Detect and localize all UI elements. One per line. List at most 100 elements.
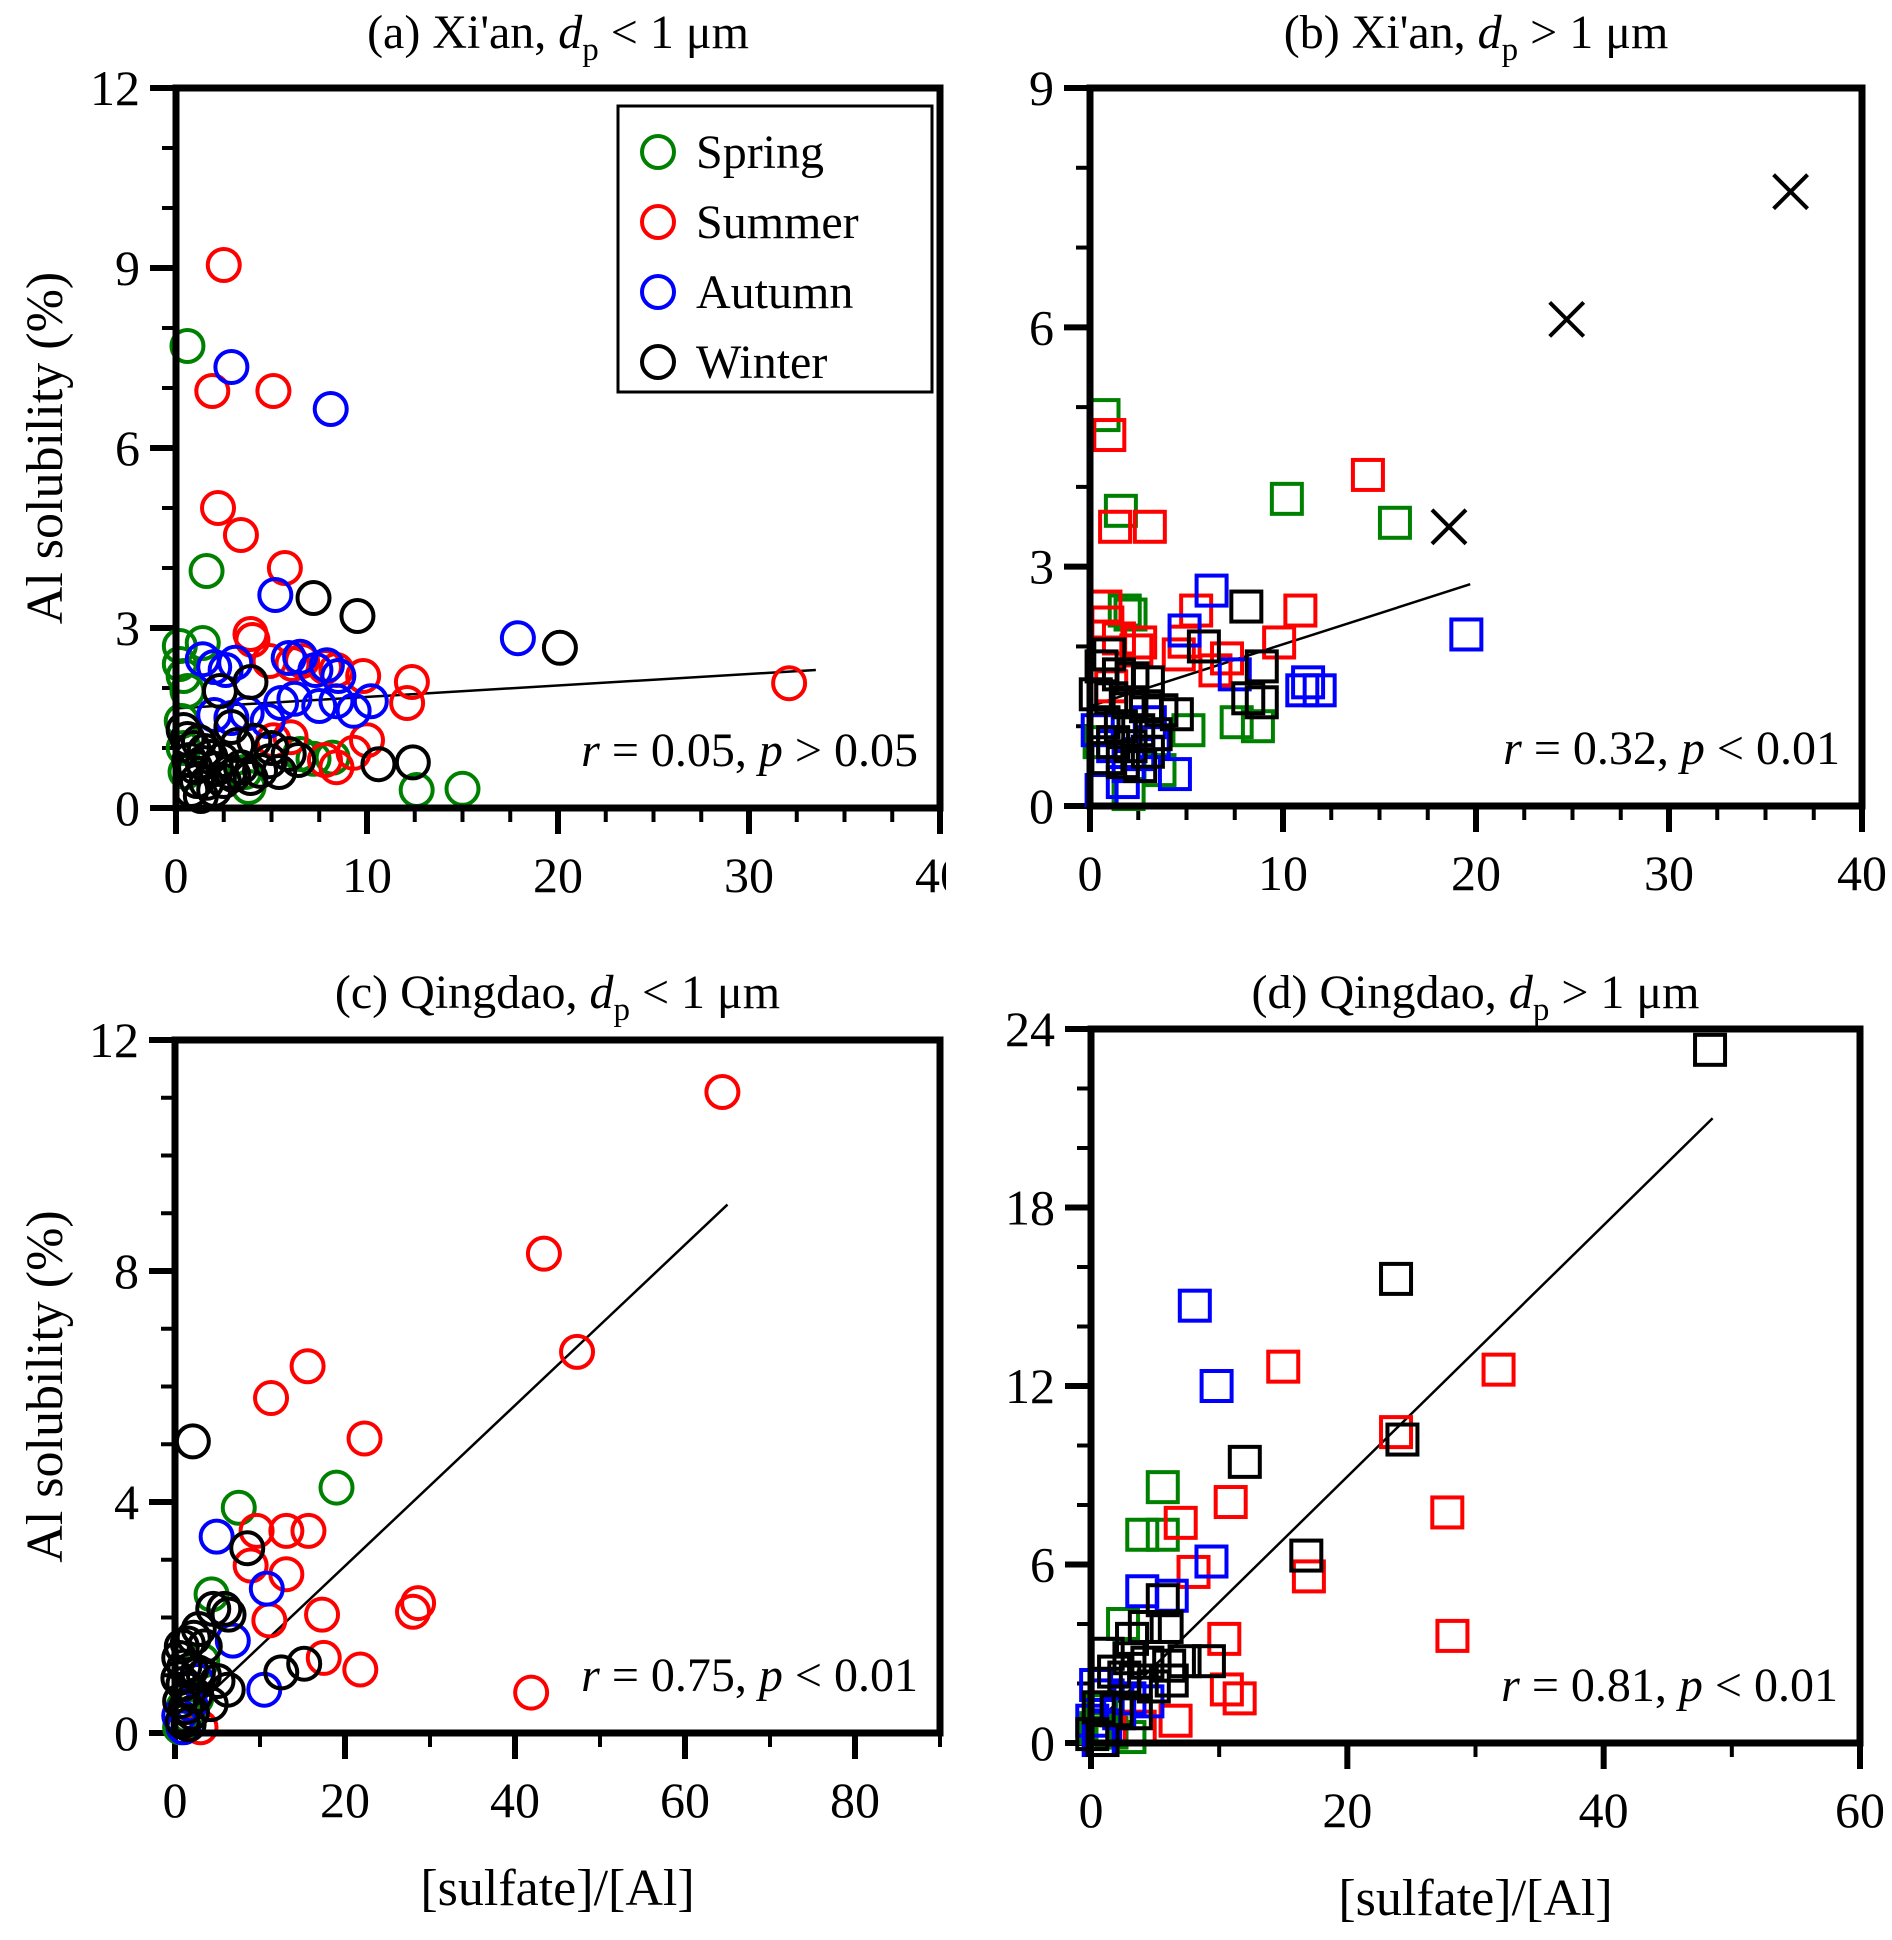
data-point-summer: [305, 1639, 342, 1676]
data-point-winter: [1118, 1696, 1153, 1731]
data-point-summer: [1379, 1415, 1414, 1450]
data-point-autumn: [1157, 757, 1192, 792]
data-point-spring: [1113, 597, 1148, 632]
y-tick-label: 0: [115, 780, 140, 836]
legend-marker-autumn: [640, 274, 676, 310]
legend-label: Summer: [696, 196, 859, 249]
y-tick-label: 4: [114, 1474, 139, 1530]
data-point-summer: [349, 722, 385, 759]
data-point-winter: [261, 754, 298, 790]
data-point-winter: [1154, 1663, 1189, 1698]
data-point-winter: [360, 746, 397, 783]
x-tick-label: 40: [1579, 1782, 1629, 1838]
series-winter: [165, 580, 578, 814]
y-tick-label: 18: [1005, 1180, 1055, 1236]
data-point-winter: [179, 763, 216, 799]
data-point-summer: [513, 1674, 550, 1711]
x-tick-label: 80: [830, 1772, 880, 1828]
x-tick-label: 0: [163, 1772, 188, 1828]
data-point-winter: [1186, 629, 1221, 664]
data-point-spring: [188, 553, 225, 589]
data-point-summer: [771, 665, 808, 702]
y-tick-label: 6: [1030, 1537, 1055, 1593]
data-point-autumn: [308, 647, 345, 684]
data-point-winter: [541, 629, 578, 666]
y-tick-label: 9: [1029, 60, 1054, 116]
data-point-summer: [1198, 653, 1233, 688]
data-point-winter: [1092, 637, 1127, 672]
x-tick-label: 40: [490, 1772, 540, 1828]
x-tick-label: 0: [1079, 1782, 1104, 1838]
data-point-summer: [253, 1380, 290, 1417]
x-tick-label: 20: [320, 1772, 370, 1828]
data-point-summer: [1213, 1485, 1248, 1520]
data-point-winter: [206, 1590, 243, 1627]
data-point-winter: [1229, 589, 1264, 624]
legend-box: [616, 104, 934, 394]
data-point-spring: [444, 770, 481, 807]
legend-marker-summer: [640, 204, 676, 240]
data-point-summer: [1283, 593, 1318, 628]
data-point-summer: [268, 1512, 305, 1549]
data-point-summer: [200, 490, 237, 526]
data-point-winter: [339, 598, 376, 634]
data-point-winter: [1149, 1609, 1184, 1644]
legend: Spring Summer Autumn Winter: [616, 104, 934, 394]
data-point-winter: [270, 736, 307, 772]
data-point-summer: [304, 1596, 341, 1633]
data-point-summer: [1176, 1554, 1211, 1589]
data-point-autumn: [1194, 1544, 1229, 1579]
data-point-winter: [1081, 1690, 1116, 1725]
data-point-summer: [346, 1420, 383, 1457]
legend-item-summer: Summer: [640, 196, 859, 249]
legend-marker-winter: [640, 344, 676, 380]
data-point-winter: [1118, 1663, 1153, 1698]
y-tick-label: 24: [1005, 1001, 1055, 1057]
y-axis-label: Al solubility (%): [17, 272, 74, 624]
series-summer: [1122, 1349, 1516, 1744]
data-point-spring: [1145, 1470, 1180, 1505]
data-point-winter: [1167, 1644, 1202, 1679]
y-tick-label: 8: [114, 1243, 139, 1299]
data-point-winter: [168, 1689, 205, 1726]
trend-line: [182, 1203, 729, 1720]
legend-label: Winter: [696, 336, 827, 389]
data-point-autumn: [335, 692, 372, 729]
panel-title: (a) Xi'an, dp​ < 1 μm: [367, 6, 749, 68]
y-tick-label: 6: [1029, 299, 1054, 355]
data-point-summer: [1481, 1352, 1516, 1387]
data-point-summer: [1163, 1505, 1198, 1540]
data-point-summer: [1430, 1495, 1465, 1530]
x-tick-label: 20: [533, 847, 583, 903]
data-point-winter: [1379, 1261, 1414, 1296]
series-winter: [1075, 1032, 1728, 1758]
panel-d-qingdao-coarse: (d) Qingdao, dp​ > 1 μm 0 20 40 60 0 6 12 18 24 r …: [1005, 970, 1885, 1927]
data-point-autumn: [276, 680, 313, 717]
series-winter: [1078, 589, 1279, 784]
data-point-autumn: [249, 703, 286, 739]
data-point-autumn: [352, 683, 389, 720]
data-point-spring: [1125, 1517, 1160, 1552]
stats-annotation: r = 0.32, p < 0.01: [1503, 722, 1840, 775]
legend-marker-spring: [640, 134, 676, 170]
x-tick-label: 10: [342, 847, 392, 903]
data-point-spring: [1240, 709, 1275, 744]
data-point-spring: [169, 328, 206, 364]
x-tick-label: 60: [1835, 1782, 1885, 1838]
data-point-winter: [1111, 685, 1146, 720]
panel-c-qingdao-fine: (c) Qingdao, dp​ < 1 μm 0 20 40 60 80 0 4 8 12 r =…: [17, 970, 944, 1917]
legend-item-autumn: Autumn: [640, 266, 853, 319]
plot-box: [1087, 1025, 1864, 1747]
plot-box: [172, 84, 944, 812]
x-tick-label: 60: [660, 1772, 710, 1828]
data-point-winter: [263, 1654, 300, 1691]
data-point-unlabeled-cross: [1430, 508, 1468, 546]
data-point-winter: [280, 742, 317, 778]
data-point-summer: [525, 1235, 562, 1272]
data-point-summer: [290, 1512, 327, 1549]
data-point-spring: [1377, 505, 1412, 540]
data-point-summer: [1092, 418, 1127, 453]
panel-title: (b) Xi'an, dp​ > 1 μm: [1284, 6, 1669, 68]
data-point-winter: [295, 580, 332, 616]
